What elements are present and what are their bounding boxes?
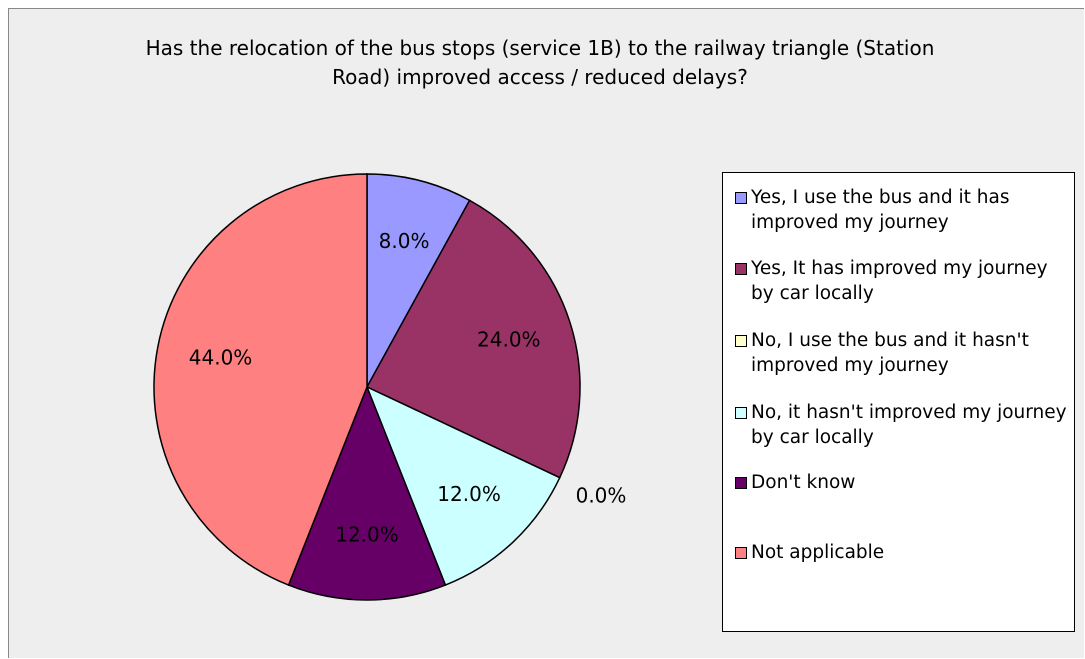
legend-entry: No, I use the bus and it hasn't improved… [735,328,1070,378]
legend-entry: Yes, It has improved my journey by car l… [735,256,1070,306]
legend-entry: Not applicable [735,540,1070,565]
legend-label: Not applicable [751,542,885,563]
pie-slice [365,199,581,479]
legend-label: Yes, I use the bus and it has improved m… [751,187,1010,233]
data-label: 12.0% [335,523,399,547]
pie-slice [366,173,471,388]
data-label: 0.0% [576,483,627,507]
data-label: 12.0% [437,482,501,506]
legend-entry: Don't know [735,470,1070,495]
chart-title: Has the relocation of the bus stops (ser… [145,36,935,89]
legend: Yes, I use the bus and it has improved m… [722,172,1075,632]
legend-entry: No, it hasn't improved my journey by car… [735,400,1070,450]
legend-swatch [735,335,747,347]
legend-entry: Yes, I use the bus and it has improved m… [735,185,1070,235]
legend-swatch [735,547,747,559]
legend-label: Yes, It has improved my journey by car l… [751,258,1048,304]
legend-swatch [735,477,747,489]
legend-label: No, it hasn't improved my journey by car… [751,402,1067,448]
pie-slice [287,384,447,601]
legend-label: Don't know [751,472,856,493]
data-label: 8.0% [379,229,430,253]
data-label: 44.0% [189,346,253,370]
data-label: 24.0% [477,327,541,351]
legend-label: No, I use the bus and it hasn't improved… [751,330,1029,376]
legend-swatch [735,192,747,204]
legend-swatch [735,407,747,419]
legend-swatch [735,263,747,275]
pie-slice [365,385,561,587]
pie-slice [153,173,368,587]
